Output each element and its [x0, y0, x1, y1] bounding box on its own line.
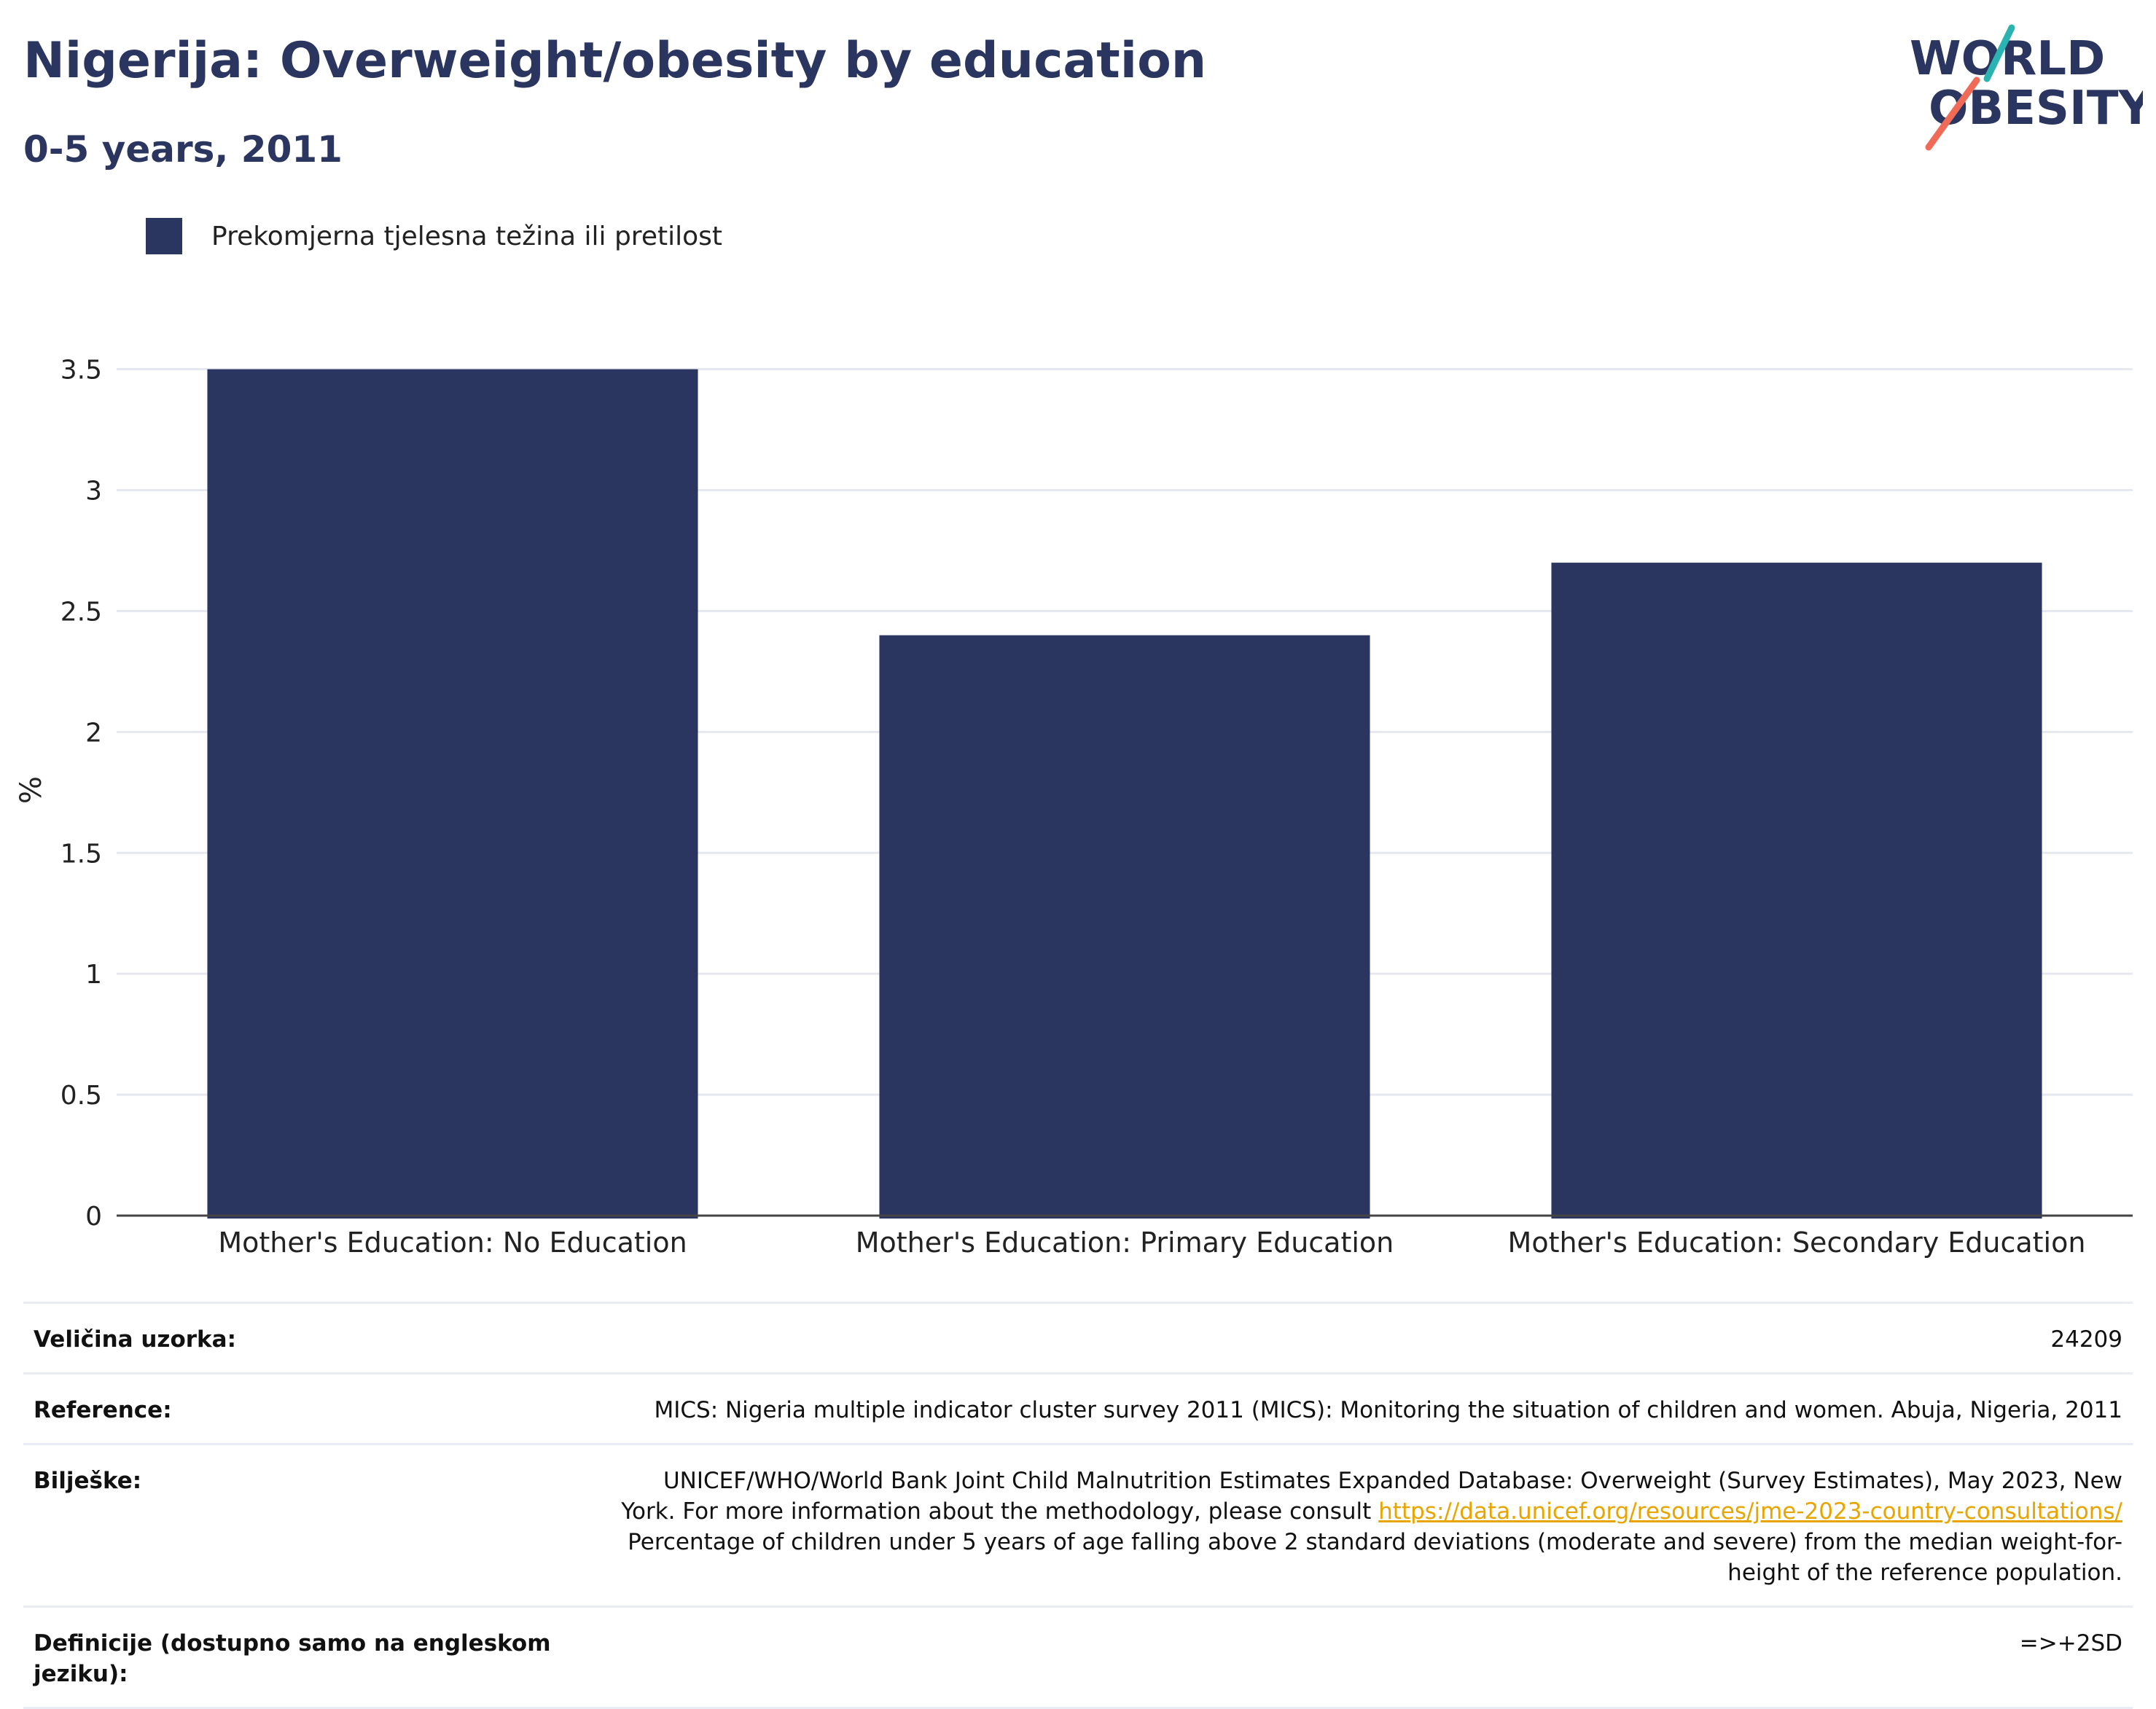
bars [207, 369, 2042, 1219]
y-tick-label: 0.5 [60, 1081, 102, 1111]
bar [207, 369, 698, 1219]
y-tick-label: 2 [85, 718, 102, 748]
notes-link[interactable]: https://data.unicef.org/resources/jme-20… [1378, 1498, 2122, 1525]
bar [1551, 563, 2042, 1219]
chart-legend: Prekomjerna tjelesna težina ili pretilos… [146, 216, 722, 257]
info-row-notes: Bilješke: UNICEF/WHO/World Bank Joint Ch… [23, 1443, 2133, 1606]
sample-size-value: 24209 [2050, 1326, 2122, 1353]
page-title: Nigerija: Overweight/obesity by educatio… [23, 32, 1207, 90]
y-tick-label: 3 [85, 477, 102, 507]
notes-value: UNICEF/WHO/World Bank Joint Child Malnut… [606, 1466, 2122, 1588]
bar-chart: 0 0.5 1 1.5 2 2.5 3 3.5 Mother's Education: No … [15, 356, 2133, 1259]
notes-label: Bilješke: [34, 1468, 142, 1494]
world-obesity-logo: WORLD OBESITY [1910, 24, 2143, 151]
y-tick-label: 1.5 [60, 839, 102, 869]
y-tick-label: 2.5 [60, 597, 102, 627]
logo-slash-coral [1925, 77, 1980, 151]
info-row-sample-size: Veličina uzorka: 24209 [23, 1302, 2133, 1372]
y-tick-label: 0 [85, 1202, 102, 1232]
logo-slash-teal [1983, 24, 2015, 82]
y-axis-ticks: 0 0.5 1 1.5 2 2.5 3 3.5 [60, 356, 102, 1232]
definitions-label: Definicije (dostupno samo na engleskom j… [34, 1630, 551, 1687]
x-axis-categories: Mother's Education: No Education Mother's… [218, 1227, 2085, 1259]
legend-swatch [146, 218, 182, 254]
y-axis-label: % [15, 776, 48, 804]
info-row-reference: Reference: MICS: Nigeria multiple indica… [23, 1372, 2133, 1443]
info-table: Veličina uzorka: 24209 Reference: MICS: … [23, 1302, 2133, 1709]
logo-text-obesity: OBESITY [1929, 82, 2143, 136]
legend-label: Prekomjerna tjelesna težina ili pretilos… [211, 221, 722, 251]
x-category-label: Mother's Education: No Education [218, 1227, 687, 1259]
reference-value: MICS: Nigeria multiple indicator cluster… [654, 1397, 2122, 1423]
page-subtitle: 0-5 years, 2011 [23, 128, 343, 171]
bar [879, 635, 1370, 1219]
y-tick-label: 3.5 [60, 356, 102, 386]
x-category-label: Mother's Education: Secondary Education [1508, 1227, 2086, 1259]
definitions-value: =>+2SD [2019, 1630, 2122, 1657]
notes-text-1: UNICEF/WHO/World Bank Joint Child Malnut… [621, 1468, 2122, 1525]
notes-text-2: Percentage of children under 5 years of … [628, 1529, 2122, 1586]
info-row-definitions: Definicije (dostupno samo na engleskom j… [23, 1606, 2133, 1709]
x-category-label: Mother's Education: Primary Education [856, 1227, 1394, 1259]
y-tick-label: 1 [85, 960, 102, 990]
reference-label: Reference: [34, 1397, 172, 1423]
sample-size-label: Veličina uzorka: [34, 1326, 236, 1353]
